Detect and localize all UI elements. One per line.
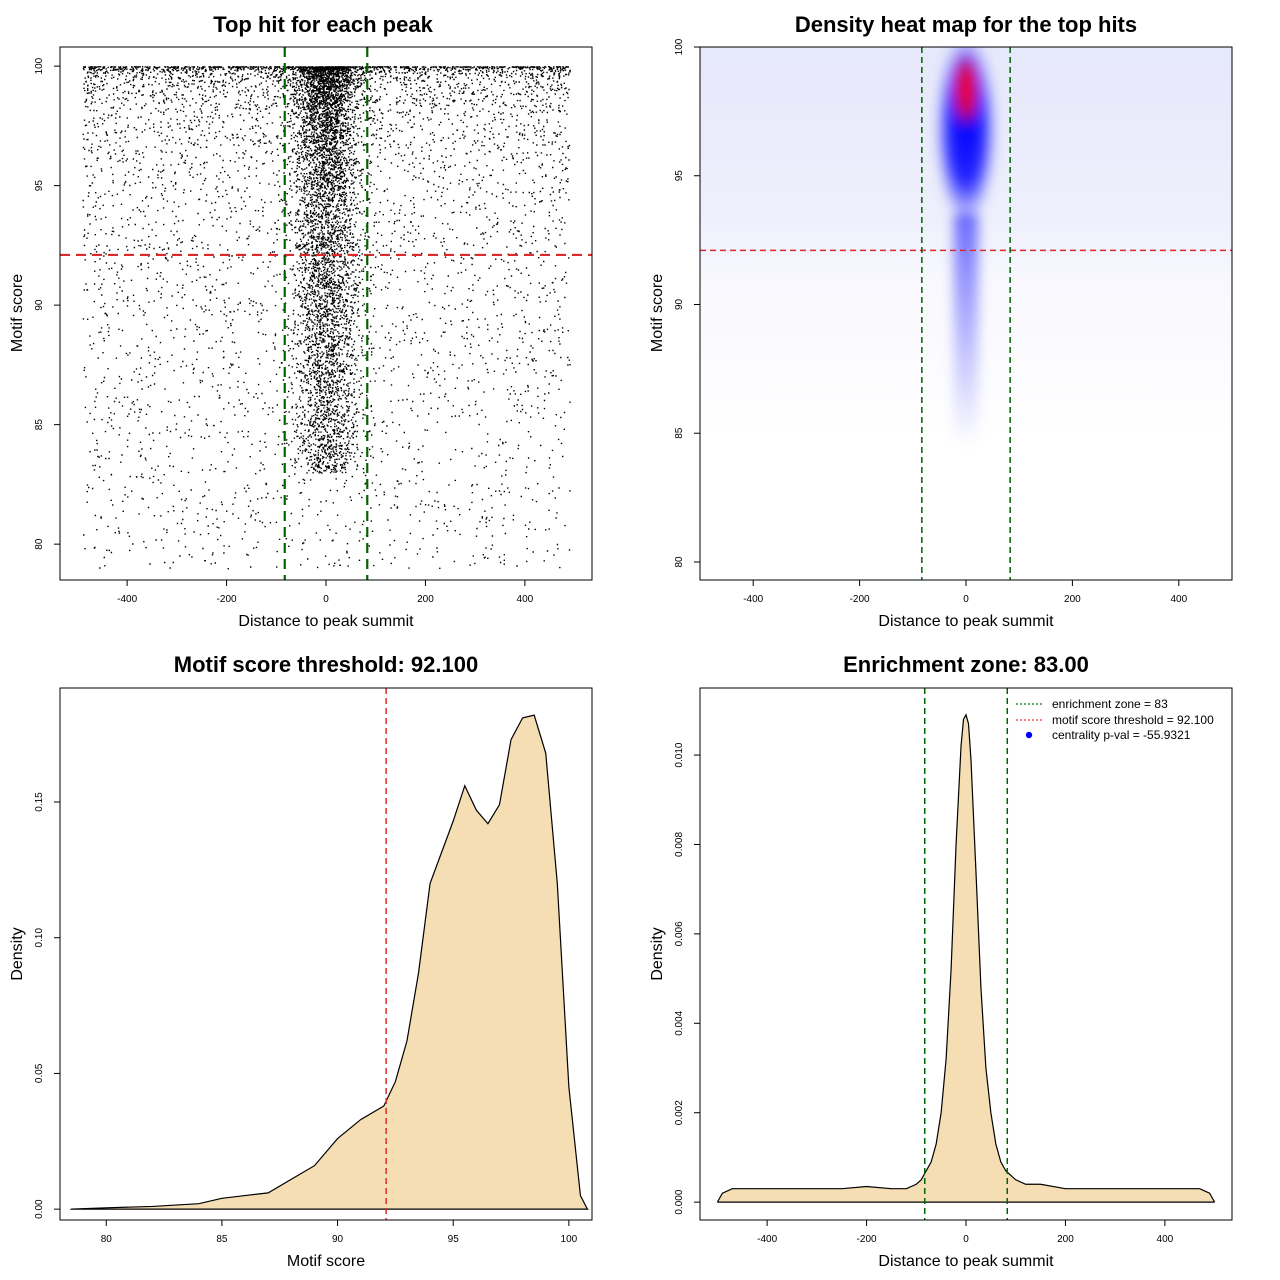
heatmap-x-ticks: -400 -200 0 200 400 [743, 580, 1188, 605]
x-tick-label: 95 [448, 1234, 460, 1245]
x-tick-label: -200 [857, 1234, 877, 1245]
score-density-y-label: Density [9, 927, 26, 980]
heatmap-y-label: Motif score [649, 274, 666, 352]
scatter-title: Top hit for each peak [213, 12, 433, 37]
x-tick-label: -400 [743, 594, 763, 605]
x-tick-label: 0 [963, 1234, 969, 1245]
heatmap-title: Density heat map for the top hits [795, 12, 1137, 37]
y-tick-label: 85 [34, 419, 45, 431]
legend: enrichment zone = 83 motif score thresho… [1016, 697, 1214, 742]
x-tick-label: 0 [323, 594, 329, 605]
x-tick-label: -400 [757, 1234, 777, 1245]
y-tick-label: 95 [34, 180, 45, 192]
distance-density-y-ticks: 0.000 0.002 0.004 0.006 0.008 0.010 [674, 742, 700, 1215]
y-tick-label: 90 [34, 299, 45, 311]
x-tick-label: 100 [561, 1234, 578, 1245]
score-density-y-ticks: 0.00 0.05 0.10 0.15 [34, 792, 60, 1219]
y-tick-label: 0.05 [34, 1063, 45, 1083]
x-tick-label: 85 [216, 1234, 228, 1245]
y-tick-label: 100 [674, 38, 685, 55]
x-tick-label: 400 [1157, 1234, 1174, 1245]
x-tick-label: 80 [101, 1234, 113, 1245]
distance-density-x-ticks: -400 -200 0 200 400 [757, 1220, 1174, 1245]
heatmap-red-core [953, 50, 979, 131]
y-tick-label: 0.002 [674, 1100, 685, 1125]
legend-pval-point [1025, 731, 1033, 739]
score-density-area [71, 714, 588, 1210]
x-tick-label: 400 [1170, 594, 1187, 605]
distance-density-y-label: Density [649, 927, 666, 980]
x-tick-label: 200 [1057, 1234, 1074, 1245]
y-tick-label: 0.00 [34, 1199, 45, 1219]
x-tick-label: 400 [517, 594, 534, 605]
panel-distance-density: Enrichment zone: 83.00 -400 -200 0 200 400 0… [649, 652, 1233, 1270]
score-density-frame [59, 687, 593, 1221]
y-tick-label: 0.15 [34, 792, 45, 812]
scatter-y-ticks: 80 85 90 95 100 [34, 57, 60, 550]
scatter-point-set [82, 66, 571, 570]
legend-threshold-text: motif score threshold = 92.100 [1052, 713, 1214, 727]
y-tick-label: 0.004 [674, 1010, 685, 1035]
x-tick-label: 200 [1064, 594, 1081, 605]
x-tick-label: -200 [850, 594, 870, 605]
distance-density-title: Enrichment zone: 83.00 [843, 652, 1089, 677]
score-density-x-ticks: 80 85 90 95 100 [101, 1220, 578, 1245]
scatter-y-label: Motif score [9, 274, 26, 352]
y-tick-label: 80 [34, 538, 45, 550]
legend-zone-text: enrichment zone = 83 [1052, 697, 1168, 711]
x-tick-label: -200 [217, 594, 237, 605]
distance-density-x-label: Distance to peak summit [878, 1253, 1054, 1270]
panel-heatmap: Density heat map for the top hits -400 -2… [649, 12, 1233, 630]
y-tick-label: 95 [674, 170, 685, 182]
y-tick-label: 0.010 [674, 742, 685, 767]
scatter-x-label: Distance to peak summit [238, 613, 414, 630]
y-tick-label: 80 [674, 556, 685, 568]
y-tick-label: 100 [34, 57, 45, 74]
heatmap-density [700, 47, 1232, 580]
x-tick-label: -400 [117, 594, 137, 605]
score-density-x-label: Motif score [287, 1253, 365, 1270]
y-tick-label: 85 [674, 427, 685, 439]
panel-scatter: Top hit for each peak -400 -200 0 200 400 80… [9, 12, 593, 630]
scatter-points [82, 66, 571, 570]
y-tick-label: 0.000 [674, 1189, 685, 1214]
y-tick-label: 0.10 [34, 928, 45, 948]
y-tick-label: 0.006 [674, 921, 685, 946]
legend-pval-text: centrality p-val = -55.9321 [1052, 728, 1191, 742]
heatmap-blue-core [936, 47, 996, 225]
heatmap-y-ticks: 80 85 90 95 100 [674, 38, 700, 568]
heatmap-x-label: Distance to peak summit [878, 613, 1054, 630]
heatmap-tail [954, 214, 978, 447]
score-density-title: Motif score threshold: 92.100 [174, 652, 478, 677]
x-tick-label: 0 [963, 594, 969, 605]
scatter-x-ticks: -400 -200 0 200 400 [117, 580, 534, 605]
x-tick-label: 90 [332, 1234, 344, 1245]
panel-score-density: Motif score threshold: 92.100 80 85 90 95 10… [9, 652, 593, 1270]
y-tick-label: 90 [674, 298, 685, 310]
distance-density-area [716, 713, 1216, 1203]
y-tick-label: 0.008 [674, 832, 685, 857]
x-tick-label: 200 [417, 594, 434, 605]
